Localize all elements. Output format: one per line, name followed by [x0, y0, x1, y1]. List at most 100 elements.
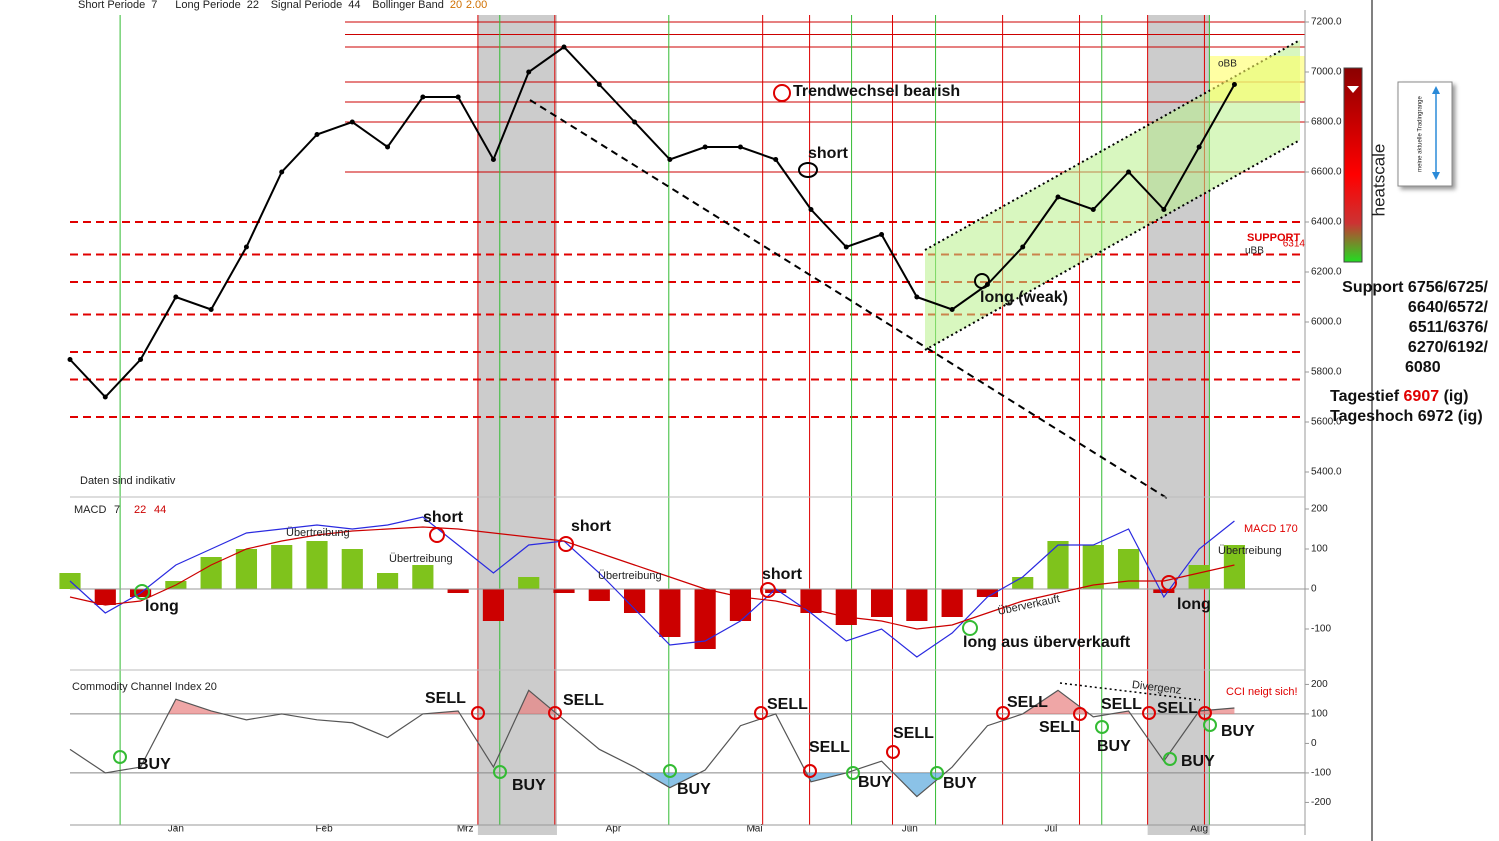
channel-lower [924, 139, 1301, 351]
marker [773, 84, 791, 102]
price-point [138, 357, 144, 362]
macd-param: 7 [114, 504, 120, 516]
y-tick-label: 6200.0 [1311, 267, 1342, 278]
indicator-label: Long Periode [175, 0, 240, 11]
sell-marker [1073, 707, 1087, 721]
macd-bar [306, 541, 328, 589]
x-tick-label: Mai [746, 824, 762, 835]
x-tick-label: Feb [315, 824, 333, 835]
y-tick-label: -100 [1311, 768, 1331, 779]
support-list: 6511/6376/ [1409, 319, 1489, 336]
sell-marker [1198, 706, 1212, 720]
price-point [1055, 194, 1061, 200]
signal-label: BUY [1097, 738, 1131, 755]
macd-bar [553, 589, 575, 593]
buy-marker [1203, 718, 1217, 732]
macd-annotation: long aus überverkauft [963, 634, 1131, 651]
sell-marker [548, 706, 562, 720]
macd-annotation: MACD 170 [1244, 523, 1298, 535]
indicator-label: Signal Periode [271, 0, 343, 11]
macd-bar [906, 589, 928, 621]
macd-annotation: Übertreibung [598, 570, 662, 582]
y-tick-label: 0 [1311, 584, 1317, 595]
price-point [1020, 244, 1026, 250]
price-point [808, 207, 814, 212]
macd-line [69, 516, 1235, 658]
arrow-head [1432, 172, 1440, 180]
divergence-line [1059, 682, 1201, 701]
layers [70, 15, 1309, 835]
signal-label: BUY [943, 775, 977, 792]
y-tick-label: 100 [1311, 544, 1328, 555]
buy-marker [930, 766, 944, 780]
signal-label: SELL [1101, 696, 1142, 713]
y-tick-label: 5800.0 [1311, 367, 1342, 378]
price-point [243, 244, 249, 250]
macd-annotation: short [571, 518, 612, 535]
indicator-value: 22 [247, 0, 259, 11]
macd-marker [134, 584, 150, 600]
bollinger-value: 20 [450, 0, 462, 11]
x-tick-label: Mrz [457, 824, 474, 835]
macd-bar [412, 565, 434, 589]
macd-marker [429, 527, 445, 543]
macd-line [69, 526, 1235, 630]
y-tick-label: 6600.0 [1311, 167, 1342, 178]
y-tick-label: -100 [1311, 624, 1331, 635]
signal-label: SELL [809, 739, 850, 756]
price-point [879, 232, 885, 237]
macd-marker [558, 536, 574, 552]
y-tick-label: 6800.0 [1311, 117, 1342, 128]
sell-marker [886, 745, 900, 759]
price-point [949, 307, 955, 312]
macd-marker [962, 620, 978, 636]
y-tick-label: 5400.0 [1311, 467, 1342, 478]
y-tick-label: -200 [1311, 797, 1331, 808]
support-list: Support 6756/6725/ [1342, 279, 1488, 296]
macd-bar [1012, 577, 1034, 589]
price-point [526, 69, 532, 75]
macd-bar [941, 589, 963, 617]
marker [798, 162, 818, 178]
channel-upper [924, 39, 1301, 251]
price-point [561, 44, 567, 50]
y-tick-label: 100 [1311, 709, 1328, 720]
x-tick-label: Apr [606, 824, 622, 835]
sell-marker [1142, 706, 1156, 720]
signal-label: SELL [563, 692, 604, 709]
value: 6907 [1404, 388, 1440, 405]
price-point [1231, 82, 1237, 87]
annotation: long (weak) [980, 289, 1068, 306]
range-note: meine aktuelle Tradingrange [1418, 95, 1424, 171]
x-tick-label: Jul [1045, 824, 1058, 835]
support-list: 6640/6572/ [1408, 299, 1489, 316]
x-tick-label: Aug [1190, 824, 1208, 835]
macd-marker [760, 582, 776, 598]
y-tick-label: 6400.0 [1311, 217, 1342, 228]
price-point [843, 244, 849, 250]
buy-marker [113, 750, 127, 764]
x-tick-label: Jan [168, 824, 184, 835]
sell-marker [996, 706, 1010, 720]
macd-bar [447, 589, 469, 593]
macd-bar [1223, 545, 1246, 589]
annotation: short [808, 145, 849, 162]
macd-bar [588, 589, 610, 601]
indicator-label: Short Periode [78, 0, 145, 11]
sell-marker [471, 706, 485, 720]
price-point [420, 94, 426, 100]
bollinger-value: 2.00 [466, 0, 487, 11]
macd-bar [271, 545, 293, 589]
macd-annotation: long [145, 598, 179, 615]
price-point [1126, 169, 1132, 175]
buy-marker [493, 765, 507, 779]
indicator-value: 7 [151, 0, 157, 11]
y-tick-label: 7000.0 [1311, 67, 1342, 78]
support-list: 6080 [1405, 359, 1441, 376]
x-tick-label: Jun [902, 824, 918, 835]
signal-label: BUY [137, 756, 171, 773]
day-high: Tageshoch 6972 (ig) [1330, 408, 1483, 425]
macd-annotation: short [423, 509, 464, 526]
shaded-period [477, 15, 557, 835]
macd-bar [1188, 565, 1210, 589]
